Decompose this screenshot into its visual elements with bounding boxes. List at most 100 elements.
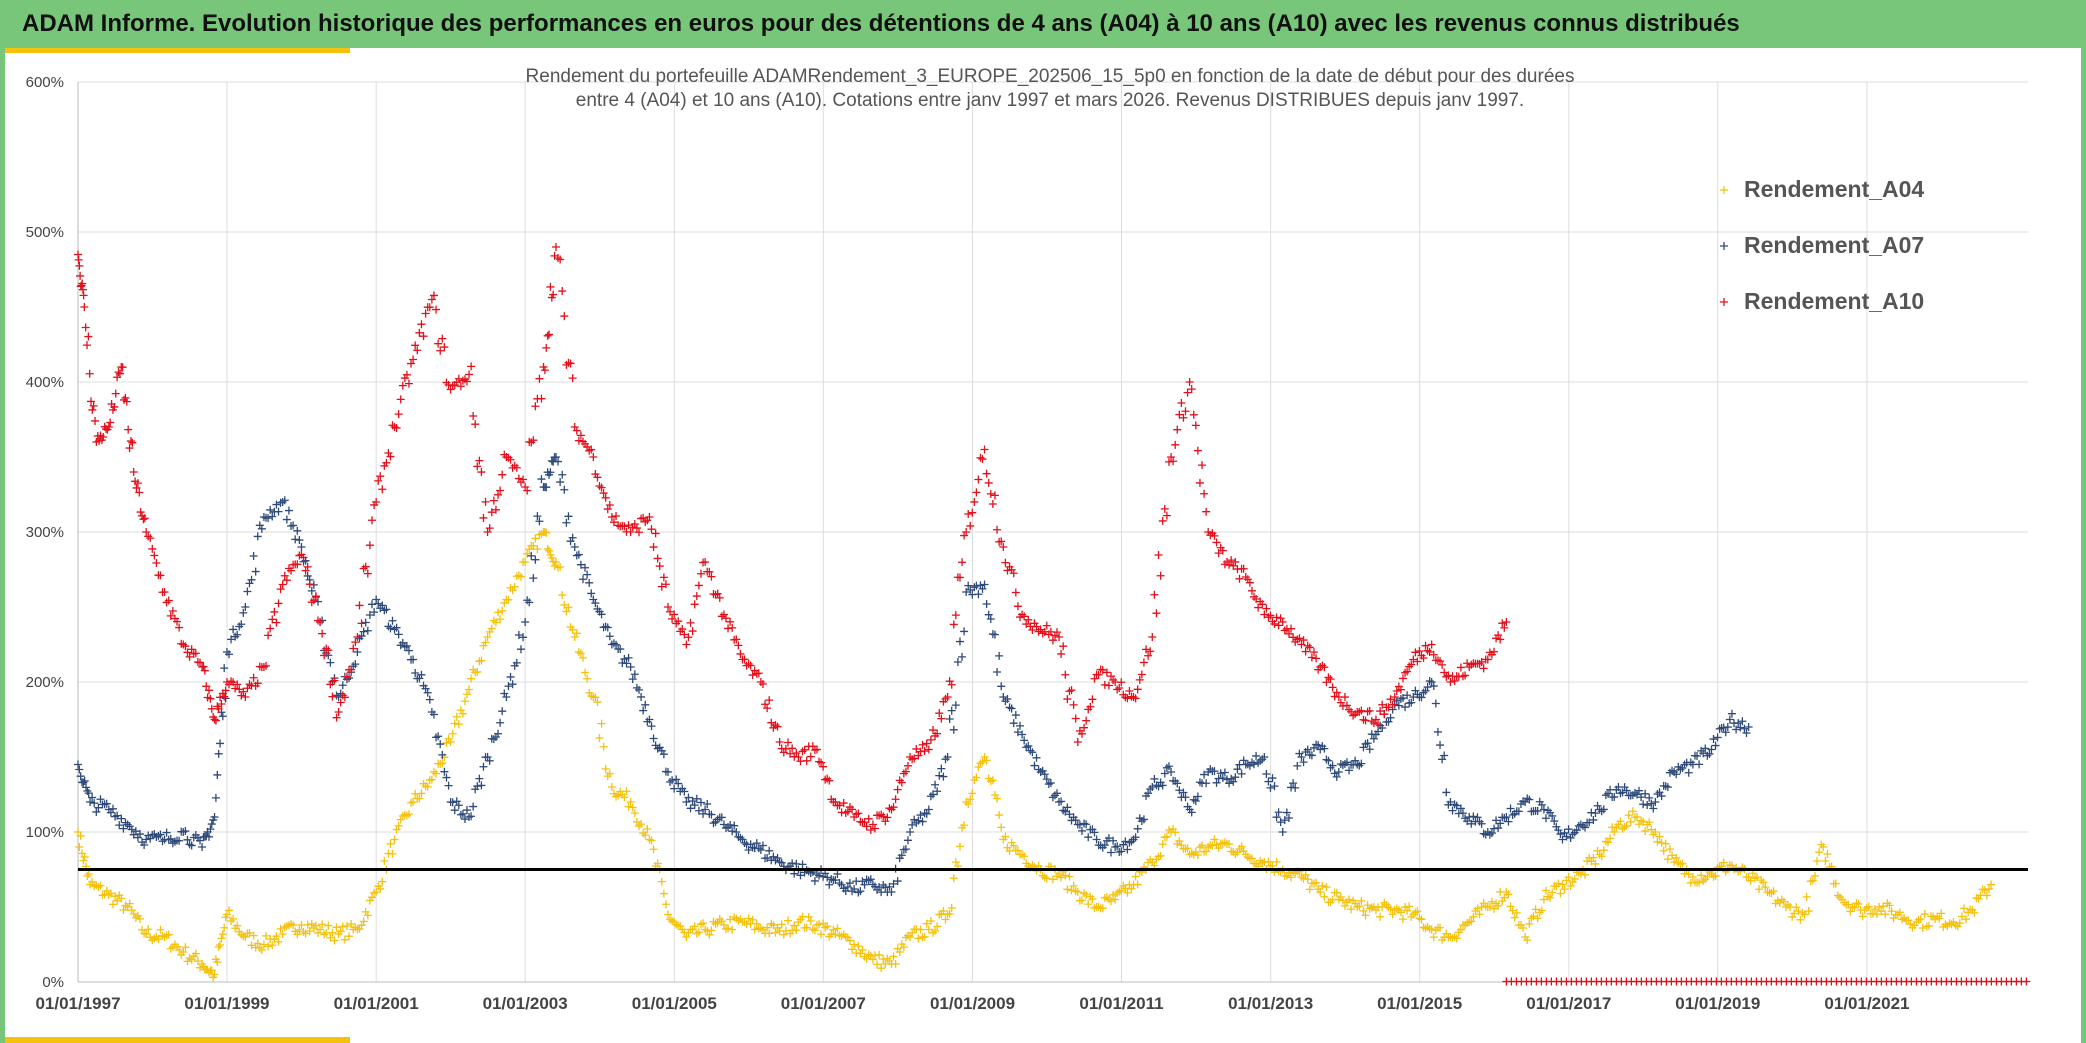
- data-point: [1463, 817, 1472, 826]
- data-point: [1701, 744, 1710, 753]
- data-point: [1131, 872, 1140, 881]
- data-point: [1525, 795, 1534, 804]
- data-point: [688, 796, 697, 805]
- data-point: [823, 922, 832, 931]
- data-point: [1117, 847, 1126, 856]
- data-point: [1303, 875, 1312, 884]
- data-point: [1073, 738, 1082, 746]
- data-point: [1082, 716, 1091, 725]
- data-point: [1011, 711, 1020, 720]
- data-point: [438, 750, 447, 759]
- data-point: [556, 478, 565, 487]
- data-point: [1123, 888, 1132, 897]
- data-point: [1500, 623, 1509, 632]
- data-point: [1508, 906, 1517, 915]
- data-point: [328, 928, 337, 937]
- data-point: [858, 945, 867, 954]
- data-point: [494, 490, 503, 499]
- data-point: [1365, 904, 1374, 913]
- data-point: [245, 680, 254, 689]
- data-point: [1073, 888, 1082, 896]
- data-point: [131, 827, 140, 836]
- legend-label: Rendement_A10: [1744, 288, 1924, 314]
- data-point: [1181, 844, 1190, 853]
- data-point: [1475, 910, 1484, 919]
- data-point: [1541, 814, 1550, 823]
- data-point: [958, 558, 967, 567]
- data-point: [1401, 703, 1410, 712]
- data-point: [943, 693, 952, 701]
- data-point: [1193, 850, 1202, 859]
- data-point: [589, 453, 598, 461]
- data-point: [475, 657, 484, 666]
- data-point: [817, 758, 826, 767]
- data-point: [1009, 569, 1018, 578]
- data-point: [779, 748, 788, 757]
- data-point: [732, 635, 741, 644]
- data-point: [427, 295, 436, 304]
- data-point: [682, 933, 691, 941]
- data-point: [425, 695, 434, 704]
- data-point: [1278, 828, 1287, 836]
- data-point: [88, 793, 97, 802]
- data-point: [1233, 765, 1242, 774]
- data-point: [450, 719, 459, 728]
- data-point: [746, 661, 755, 670]
- data-point: [591, 693, 600, 702]
- data-point: [1413, 907, 1422, 916]
- data-point: [1788, 912, 1797, 921]
- data-point: [1539, 895, 1548, 904]
- data-point: [976, 453, 985, 462]
- data-point: [1301, 647, 1310, 656]
- data-point: [195, 658, 204, 667]
- data-point: [80, 776, 89, 785]
- data-point: [1427, 640, 1436, 649]
- data-point: [754, 669, 763, 678]
- data-point: [1245, 578, 1254, 587]
- data-point: [707, 810, 716, 819]
- data-point: [554, 253, 563, 262]
- data-point: [978, 757, 987, 766]
- data-point: [1431, 699, 1440, 708]
- data-point: [1407, 660, 1416, 669]
- data-point: [843, 807, 852, 816]
- grid: [77, 81, 2028, 983]
- data-point: [1187, 849, 1196, 858]
- data-point: [99, 433, 108, 442]
- data-point: [748, 671, 757, 680]
- data-point: [166, 611, 175, 620]
- data-point: [551, 453, 560, 461]
- data-point: [1885, 901, 1894, 910]
- data-point: [313, 616, 322, 625]
- data-point: [868, 820, 877, 829]
- data-point: [1380, 710, 1389, 719]
- data-point: [999, 693, 1008, 701]
- data-point: [1916, 915, 1925, 924]
- data-point: [473, 667, 482, 676]
- data-point: [1001, 558, 1010, 567]
- data-point: [1318, 881, 1327, 890]
- data-point: [966, 521, 975, 530]
- data-point: [583, 674, 592, 683]
- data-point: [694, 581, 703, 590]
- data-point: [1725, 715, 1734, 724]
- data-point: [1113, 842, 1122, 851]
- data-point: [664, 910, 672, 919]
- title-banner: ADAM Informe. Evolution historique des p…: [0, 0, 2086, 48]
- data-point: [305, 580, 314, 589]
- data-point: [340, 693, 349, 702]
- data-point: [1171, 828, 1180, 837]
- legend-marker: [1720, 186, 1728, 194]
- data-point: [554, 457, 563, 466]
- data-point: [1262, 770, 1271, 779]
- data-point: [124, 425, 133, 434]
- data-point: [187, 645, 196, 654]
- data-point: [924, 805, 933, 814]
- data-point: [429, 767, 438, 776]
- data-point: [221, 694, 230, 703]
- data-point: [207, 966, 216, 975]
- data-point: [1082, 820, 1091, 829]
- data-point: [1011, 588, 1020, 597]
- data-point: [479, 762, 488, 771]
- data-point: [1127, 837, 1136, 846]
